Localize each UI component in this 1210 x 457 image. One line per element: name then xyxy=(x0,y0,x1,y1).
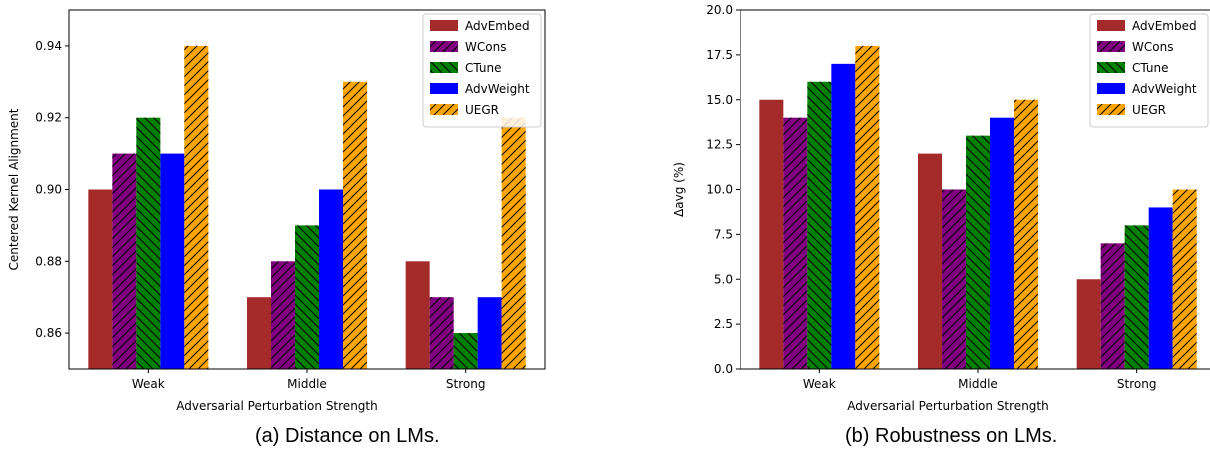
chart-b-robustness: AdvEmbed WCons CTune AdvWeight UEGR 0.0 2.5 5.0… xyxy=(672,3,1210,413)
legend-label-advembed: AdvEmbed xyxy=(465,19,530,33)
bar-ctune-strong-hatch xyxy=(1124,225,1149,369)
bar-ctune-middle-hatch xyxy=(966,135,990,369)
bar-wcons-middle-hatch xyxy=(271,261,295,369)
legend-label-ctune: CTune xyxy=(1132,61,1168,75)
y-tick-label: 15.0 xyxy=(706,93,733,107)
bar-uegr-weak-hatch xyxy=(184,45,209,370)
legend-label-advweight: AdvWeight xyxy=(465,82,530,96)
bar-ctune-weak-hatch xyxy=(136,117,161,369)
y-tick-label: 0.0 xyxy=(714,362,733,376)
bar-uegr-weak-hatch xyxy=(855,45,880,370)
legend-label-uegr: UEGR xyxy=(1132,103,1166,117)
legend-swatch-advembed xyxy=(1097,20,1125,31)
y-tick-label: 0.90 xyxy=(35,183,62,197)
legend-swatch-wcons-hatch xyxy=(430,41,458,52)
x-tick-label-weak: Weak xyxy=(803,377,836,391)
bar-advweight-strong xyxy=(1148,207,1173,369)
y-tick-label: 0.86 xyxy=(35,326,62,340)
legend-swatch-ctune-hatch xyxy=(1097,62,1125,73)
legend-label-ctune: CTune xyxy=(465,61,501,75)
bar-advembed-middle xyxy=(918,153,942,369)
bar-ctune-middle-hatch xyxy=(295,225,319,369)
x-tick-label-middle: Middle xyxy=(287,377,327,391)
y-tick-label: 17.5 xyxy=(706,48,733,62)
x-tick-label-strong: Strong xyxy=(1117,377,1157,391)
y-tick-label: 0.88 xyxy=(35,254,62,268)
x-axis-label: Adversarial Perturbation Strength xyxy=(176,399,377,413)
legend: AdvEmbed WCons CTune AdvWeight UEGR xyxy=(1089,13,1209,128)
bar-advembed-strong xyxy=(1076,279,1101,369)
bar-uegr-middle-hatch xyxy=(1014,99,1038,369)
y-tick-label: 0.92 xyxy=(35,111,62,125)
y-tick-label: 2.5 xyxy=(714,317,733,331)
bar-advweight-weak xyxy=(831,63,856,369)
y-axis-label: Centered Kernel Alignment xyxy=(7,108,21,270)
bar-uegr-strong-hatch xyxy=(1172,189,1197,369)
legend: AdvEmbed WCons CTune AdvWeight UEGR xyxy=(422,13,542,128)
caption-a: (a) Distance on LMs. xyxy=(255,425,440,447)
bar-wcons-strong-hatch xyxy=(429,297,454,369)
legend-label-wcons: WCons xyxy=(1132,40,1173,54)
legend-label-advweight: AdvWeight xyxy=(1132,82,1197,96)
y-tick-label: 12.5 xyxy=(706,138,733,152)
legend-swatch-advweight xyxy=(1097,83,1125,94)
legend-label-wcons: WCons xyxy=(465,40,506,54)
plot-area: AdvEmbed WCons CTune AdvWeight UEGR xyxy=(740,9,1210,370)
legend-label-advembed: AdvEmbed xyxy=(1132,19,1197,33)
legend-swatch-advweight xyxy=(430,83,458,94)
bar-advweight-weak xyxy=(160,153,185,369)
legend-swatch-uegr-hatch xyxy=(1097,104,1125,115)
legend-swatch-advembed xyxy=(430,20,458,31)
bar-uegr-middle-hatch xyxy=(343,81,367,370)
bar-advembed-weak xyxy=(759,99,784,369)
y-tick-label: 20.0 xyxy=(706,3,733,17)
y-tick-label: 10.0 xyxy=(706,183,733,197)
legend-swatch-ctune-hatch xyxy=(430,62,458,73)
bar-advweight-strong xyxy=(477,297,502,369)
y-axis-label: Δavg (%) xyxy=(672,162,686,217)
legend-swatch-uegr-hatch xyxy=(430,104,458,115)
caption-b: (b) Robustness on LMs. xyxy=(845,425,1058,447)
bar-ctune-weak-hatch xyxy=(807,81,832,370)
bar-ctune-strong-hatch xyxy=(453,333,478,369)
y-tick-label: 0.94 xyxy=(35,39,62,53)
bar-advembed-strong xyxy=(405,261,430,369)
chart-a-distance: 0.86 0.88 0.90 0.92 0.94 Weak Middle Strong Adve… xyxy=(7,9,546,413)
bar-advweight-middle xyxy=(990,117,1014,369)
x-tick-label-middle: Middle xyxy=(958,377,998,391)
x-tick-label-weak: Weak xyxy=(132,377,165,391)
x-tick-label-strong: Strong xyxy=(446,377,486,391)
bar-advembed-middle xyxy=(247,297,271,369)
y-tick-label: 5.0 xyxy=(714,272,733,286)
bar-wcons-strong-hatch xyxy=(1100,243,1125,369)
bar-wcons-weak-hatch xyxy=(783,117,808,369)
bar-advembed-weak xyxy=(88,189,113,369)
bar-wcons-weak-hatch xyxy=(112,153,137,369)
y-tick-label: 7.5 xyxy=(714,227,733,241)
bar-uegr-strong-hatch xyxy=(501,117,526,369)
bar-advweight-middle xyxy=(319,189,343,369)
legend-label-uegr: UEGR xyxy=(465,103,499,117)
legend-swatch-wcons-hatch xyxy=(1097,41,1125,52)
x-axis-label: Adversarial Perturbation Strength xyxy=(847,399,1048,413)
bar-wcons-middle-hatch xyxy=(942,189,966,369)
